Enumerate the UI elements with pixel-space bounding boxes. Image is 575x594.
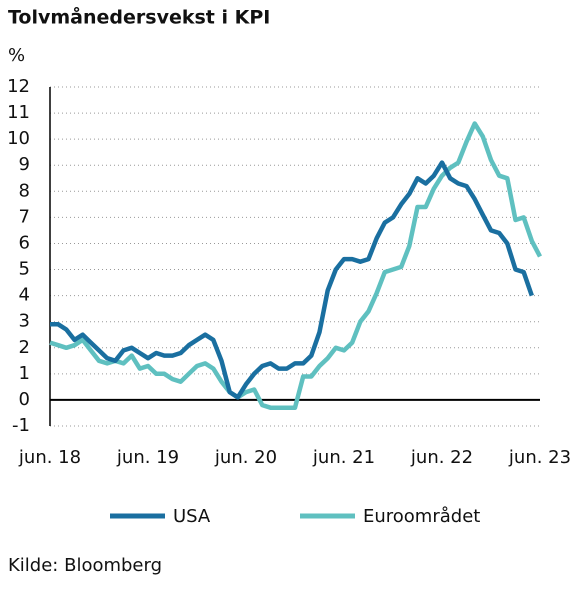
- y-tick-label: 9: [19, 154, 30, 175]
- y-tick-label: 12: [7, 76, 30, 97]
- x-tick-label: jun. 20: [214, 447, 277, 468]
- x-tick-label: jun. 21: [312, 447, 375, 468]
- y-tick-label: -1: [12, 415, 30, 436]
- y-tick-label: 5: [19, 259, 30, 280]
- y-tick-label: 1: [19, 363, 30, 384]
- source: Kilde: Bloomberg: [8, 555, 162, 576]
- legend-label: USA: [173, 506, 211, 527]
- x-tick-label: jun. 19: [116, 447, 179, 468]
- y-tick-label: 11: [7, 102, 30, 123]
- x-tick-label: jun. 23: [508, 447, 571, 468]
- y-tick-label: 3: [19, 311, 30, 332]
- y-tick-label: 8: [19, 180, 30, 201]
- series-line: [50, 160, 534, 400]
- y-tick-label: 0: [19, 389, 30, 410]
- chart-title: Tolvmånedersvekst i KPI: [8, 5, 270, 29]
- y-tick-label: 2: [19, 337, 30, 358]
- x-tick-label: jun. 22: [410, 447, 473, 468]
- y-tick-label: 10: [7, 128, 30, 149]
- y-axis-label: %: [8, 45, 25, 66]
- y-tick-label: 6: [19, 232, 30, 253]
- y-tick-label: 7: [19, 206, 30, 227]
- series-line: [49, 121, 542, 410]
- x-tick-label: jun. 18: [18, 447, 81, 468]
- y-tick-label: 4: [19, 285, 30, 306]
- legend-label: Euroområdet: [363, 506, 480, 527]
